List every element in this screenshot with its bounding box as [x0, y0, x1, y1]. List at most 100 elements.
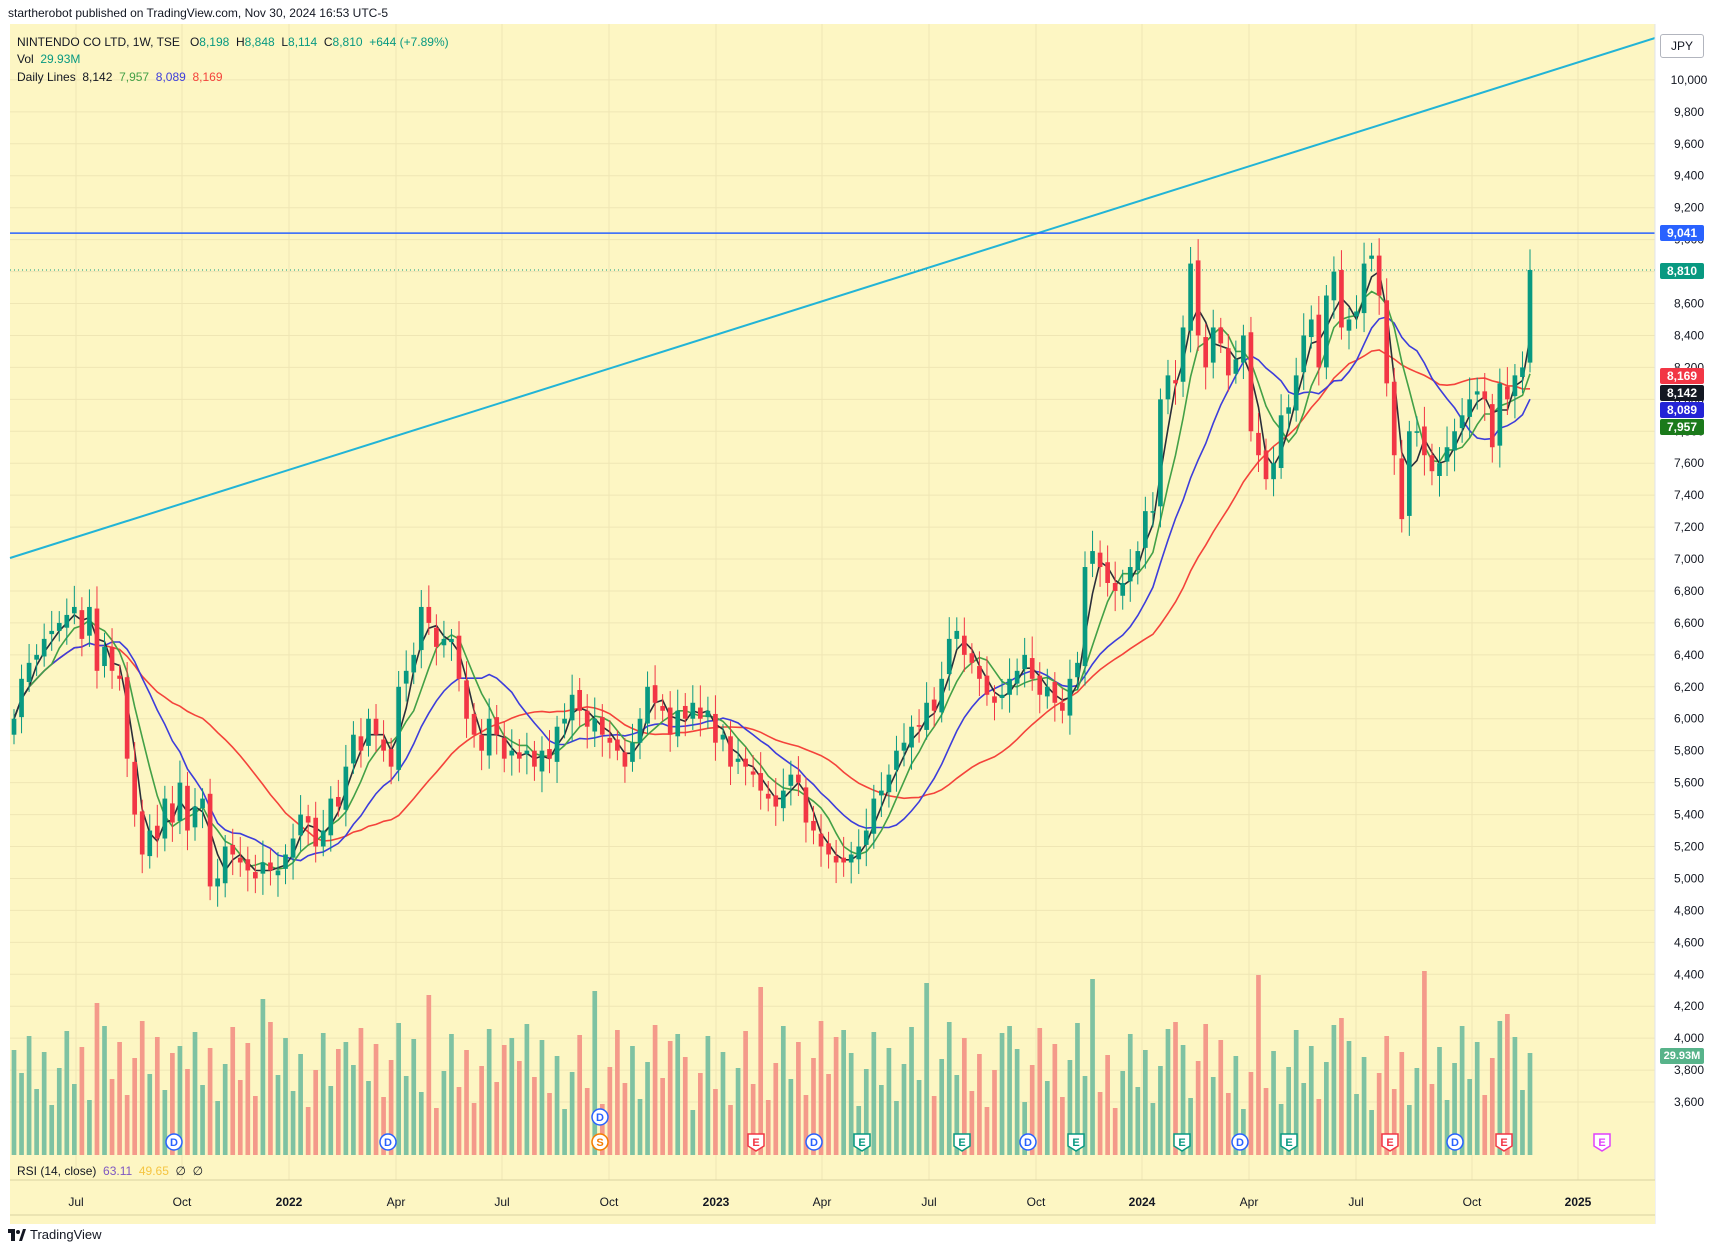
volume-bar — [19, 1073, 24, 1155]
price-axis[interactable]: 10,0009,8009,6009,4009,2009,0008,8008,60… — [1654, 24, 1726, 1224]
trendlines[interactable] — [9, 37, 1660, 559]
price-tick-label: 8,600 — [1674, 297, 1704, 311]
candle-body — [1165, 375, 1171, 400]
price-tick-label: 6,000 — [1674, 712, 1704, 726]
volume-bar — [516, 1061, 522, 1155]
volume-bar — [381, 1097, 386, 1155]
candle-body — [901, 742, 907, 751]
volume-bar — [1361, 1057, 1367, 1155]
candle-body — [1339, 269, 1344, 328]
time-axis[interactable]: Jul Oct 2022 Apr Jul Oct 2023 Apr Jul Oct 2024 Apr J… — [10, 1179, 1655, 1224]
event-marker-label: D — [170, 1137, 178, 1149]
volume-bar — [1090, 979, 1095, 1155]
volume-bar — [743, 1031, 748, 1155]
volume-bar — [630, 1046, 635, 1155]
volume-bar — [1225, 1093, 1231, 1155]
candle-body — [403, 670, 409, 684]
candle-body — [1406, 431, 1412, 516]
close-value: 8,810 — [332, 35, 363, 49]
earnings-marker-icon — [1280, 1133, 1298, 1152]
candle-body — [117, 675, 122, 679]
candle-body — [667, 707, 673, 735]
volume-bar — [434, 1108, 439, 1155]
time-tick-label: Oct — [1027, 1195, 1046, 1209]
volume-bar — [396, 1023, 401, 1155]
candle-body — [1210, 327, 1216, 363]
candle-body — [924, 702, 929, 730]
candle-body — [1286, 407, 1291, 414]
candle-body — [1014, 670, 1020, 684]
volume-bar — [230, 1027, 236, 1155]
time-tick-label: 2023 — [703, 1195, 730, 1209]
volume-bar — [863, 1069, 869, 1155]
candle-body — [253, 872, 258, 879]
volume-bar — [237, 1080, 243, 1155]
price-tick-label: 5,400 — [1674, 808, 1704, 822]
candle-body — [343, 766, 349, 810]
candle-body — [501, 737, 507, 759]
candle-body — [1158, 399, 1163, 507]
volume-bar — [426, 995, 432, 1155]
volume-bar — [494, 1082, 500, 1155]
candles[interactable] — [11, 238, 1533, 907]
candle-body — [939, 678, 945, 713]
candle-body — [41, 638, 47, 657]
candle-body — [984, 675, 990, 695]
candle-body — [1391, 381, 1397, 456]
event-markers[interactable]: D D D S E D E E D E E D E E D E E — [165, 1108, 1611, 1152]
volume-bar — [713, 1089, 718, 1155]
candle-body — [109, 646, 115, 671]
volume-bar — [547, 1093, 552, 1155]
volume-bar — [1210, 1077, 1216, 1155]
volume-bar — [1097, 1092, 1103, 1155]
volume-bar — [1105, 1055, 1110, 1155]
volume-bar — [441, 1071, 447, 1155]
volume-bar — [1474, 1042, 1480, 1155]
time-tick-label: Jul — [68, 1195, 83, 1209]
candle-body — [1256, 432, 1261, 456]
candle-body — [1044, 686, 1050, 697]
volume-bar — [11, 1050, 17, 1155]
candle-body — [713, 713, 718, 743]
volume-bar — [1512, 1037, 1518, 1155]
candle-body — [1482, 391, 1488, 400]
volume-bar — [1520, 1090, 1525, 1155]
currency-button[interactable]: JPY — [1660, 34, 1704, 58]
candle-body — [192, 806, 198, 828]
volume-bar — [539, 1040, 545, 1155]
volume-bar — [328, 1086, 334, 1155]
candle-body — [1263, 450, 1269, 480]
event-marker-label: E — [1386, 1137, 1393, 1149]
candle-body — [1301, 335, 1307, 373]
candle-body — [1203, 337, 1209, 368]
earnings-marker-icon — [1495, 1133, 1513, 1152]
volume-bar — [1482, 1095, 1488, 1155]
volume-bar — [260, 999, 266, 1155]
line-value-green: 7,957 — [119, 70, 150, 84]
time-axis-bg — [10, 1180, 1655, 1224]
candle-body — [260, 862, 266, 874]
volume-bar — [1286, 1067, 1291, 1155]
volume-bar — [1218, 1040, 1224, 1155]
candle-body — [1452, 431, 1457, 451]
brand-name: TradingView — [30, 1227, 102, 1242]
volume-bar — [1120, 1071, 1126, 1155]
time-tick-label: Oct — [1463, 1195, 1482, 1209]
volume-bar — [780, 1026, 786, 1155]
volume-bar — [313, 1070, 319, 1155]
volume-bar — [1391, 1089, 1397, 1155]
volume-bar — [283, 1038, 288, 1155]
candle-body — [841, 857, 846, 863]
volume-bar — [464, 1050, 469, 1155]
volume-bar — [298, 1054, 303, 1155]
volume-bar — [1406, 1105, 1412, 1155]
candle-body — [720, 734, 726, 740]
volume-bar — [1248, 1072, 1254, 1155]
candle-body — [1241, 335, 1246, 363]
candle-body — [94, 608, 100, 671]
volume-bar — [49, 1105, 55, 1155]
open-label: O — [189, 35, 200, 49]
candle-body — [1293, 375, 1299, 411]
volume-bar — [200, 1085, 205, 1155]
